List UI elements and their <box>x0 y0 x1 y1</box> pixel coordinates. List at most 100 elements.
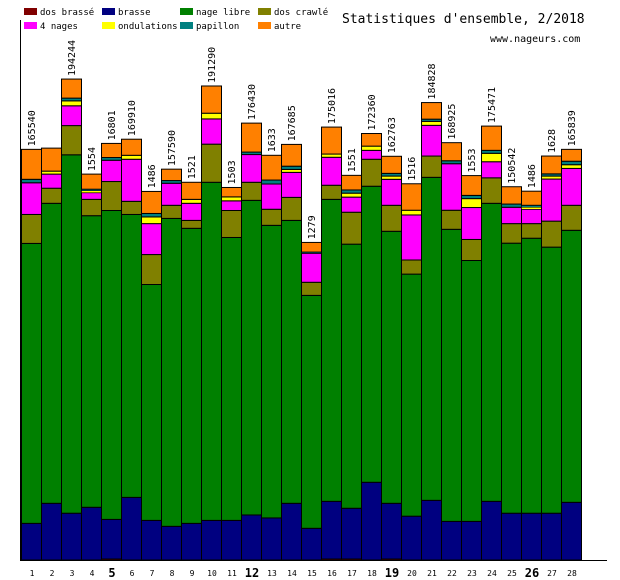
total-label: 1521 <box>187 155 198 179</box>
bar-segment-papillon <box>561 160 582 166</box>
bar-segment-ondulations <box>561 164 582 169</box>
bar-segment-dos-crawle <box>81 198 102 217</box>
legend-label: brasse <box>118 8 151 18</box>
bar-day-7 <box>141 190 162 561</box>
bar-segment-nage-libre <box>181 227 202 524</box>
bar-segment-4-nages <box>301 252 322 283</box>
legend: dos brassé brasse nage libre dos crawlé 4 na… <box>24 7 328 32</box>
total-labels-layer: 165540 194244 1554 16801 169910 1486 157590 152… <box>27 40 578 239</box>
bar-segment-papillon <box>21 178 42 184</box>
bar-segment-autre <box>341 174 362 191</box>
legend-item: ondulations <box>102 22 178 32</box>
total-label: 1551 <box>347 148 358 172</box>
bar-segment-dos-crawle <box>201 143 222 183</box>
total-label: 1628 <box>547 129 558 153</box>
x-tick-label: 27 <box>547 569 557 578</box>
bar-segment-dos-crawle <box>261 208 282 226</box>
bar-day-27 <box>541 155 562 561</box>
bar-segment-brasse <box>261 517 282 561</box>
bar-segment-nage-libre <box>561 229 582 503</box>
legend-swatch <box>102 22 115 29</box>
bar-segment-nage-libre <box>321 198 342 502</box>
bar-segment-ondulations <box>481 152 502 163</box>
bar-segment-dos-crawle <box>341 211 362 245</box>
legend-item: 4 nages <box>24 22 78 32</box>
total-label: 16801 <box>107 110 118 140</box>
total-label: 168925 <box>447 104 458 140</box>
x-tick-label: 22 <box>447 569 457 578</box>
bar-segment-4-nages <box>121 158 142 202</box>
bar-segment-nage-libre <box>101 209 122 520</box>
legend-swatch <box>24 22 37 29</box>
bar-segment-brasse <box>61 512 82 561</box>
total-label: 165540 <box>27 110 38 146</box>
bar-segment-4-nages <box>561 167 582 206</box>
legend-swatch <box>102 8 115 15</box>
bar-segment-dos-crawle <box>381 204 402 232</box>
bar-segment-autre <box>181 181 202 200</box>
bar-segment-dos-crawle <box>481 177 502 204</box>
bar-segment-nage-libre <box>521 237 542 514</box>
bar-segment-autre <box>161 168 182 182</box>
bar-segment-nage-libre <box>21 242 42 524</box>
bar-segment-nage-libre <box>261 224 282 519</box>
bar-segment-ondulations <box>421 120 442 126</box>
bar-segment-4-nages <box>381 178 402 206</box>
bar-segment-brasse <box>541 512 562 561</box>
bar-day-13 <box>261 154 282 561</box>
bar-segment-dos-crawle <box>541 220 562 248</box>
total-label: 1554 <box>87 147 98 171</box>
bar-segment-autre <box>61 78 82 99</box>
x-tick-label: 9 <box>190 569 195 578</box>
bar-segment-nage-libre <box>41 202 62 504</box>
x-tick-label: 5 <box>108 566 115 580</box>
bar-segment-brasse <box>21 522 42 561</box>
bar-segment-dos-crawle <box>461 238 482 261</box>
bar-segment-brasse <box>201 519 222 561</box>
bar-segment-4-nages <box>141 223 162 256</box>
bar-segment-papillon <box>261 179 282 185</box>
total-label: 157590 <box>167 130 178 166</box>
bar-segment-autre <box>41 147 62 172</box>
bar-segment-nage-libre <box>341 243 362 509</box>
bar-segment-autre <box>261 154 282 181</box>
bar-segment-autre <box>461 175 482 196</box>
bar-day-8 <box>161 168 182 561</box>
bar-segment-4-nages <box>461 207 482 240</box>
x-tick-label: 10 <box>207 569 217 578</box>
bar-segment-dos-crawle <box>241 181 262 201</box>
legend-swatch <box>180 22 193 29</box>
bar-day-21 <box>421 102 442 561</box>
bar-segment-nage-libre <box>401 273 422 517</box>
total-label: 1503 <box>227 160 238 184</box>
bar-day-20 <box>401 183 422 561</box>
bar-segment-4-nages <box>221 200 242 211</box>
bar-segment-nage-libre <box>201 181 222 521</box>
bar-day-5 <box>101 142 122 561</box>
bar-segment-autre <box>101 142 122 159</box>
bar-segment-nage-libre <box>461 259 482 522</box>
x-tick-label: 24 <box>487 569 497 578</box>
bar-segment-autre <box>121 138 142 156</box>
bar-day-17 <box>341 174 362 561</box>
bar-segment-dos-crawle <box>301 281 322 296</box>
x-tick-label: 11 <box>227 569 237 578</box>
bar-day-24 <box>481 125 502 561</box>
x-tick-label: 15 <box>307 569 317 578</box>
legend-item: brasse <box>102 8 151 18</box>
bar-segment-autre <box>501 186 522 205</box>
bar-segment-ondulations <box>401 209 422 216</box>
bar-segment-4-nages <box>241 154 262 183</box>
bar-segment-brasse <box>421 499 442 561</box>
bar-segment-4-nages <box>81 192 102 200</box>
x-tick-label: 19 <box>385 566 399 580</box>
x-tick-label: 26 <box>525 566 539 580</box>
total-label: 1516 <box>407 157 418 181</box>
bar-segment-brasse <box>281 502 302 561</box>
legend-item: nage libre <box>180 8 250 18</box>
total-label: 175471 <box>487 87 498 123</box>
bar-segment-brasse <box>101 518 122 560</box>
bar-segment-4-nages <box>261 183 282 210</box>
bar-segment-dos-crawle <box>141 254 162 286</box>
